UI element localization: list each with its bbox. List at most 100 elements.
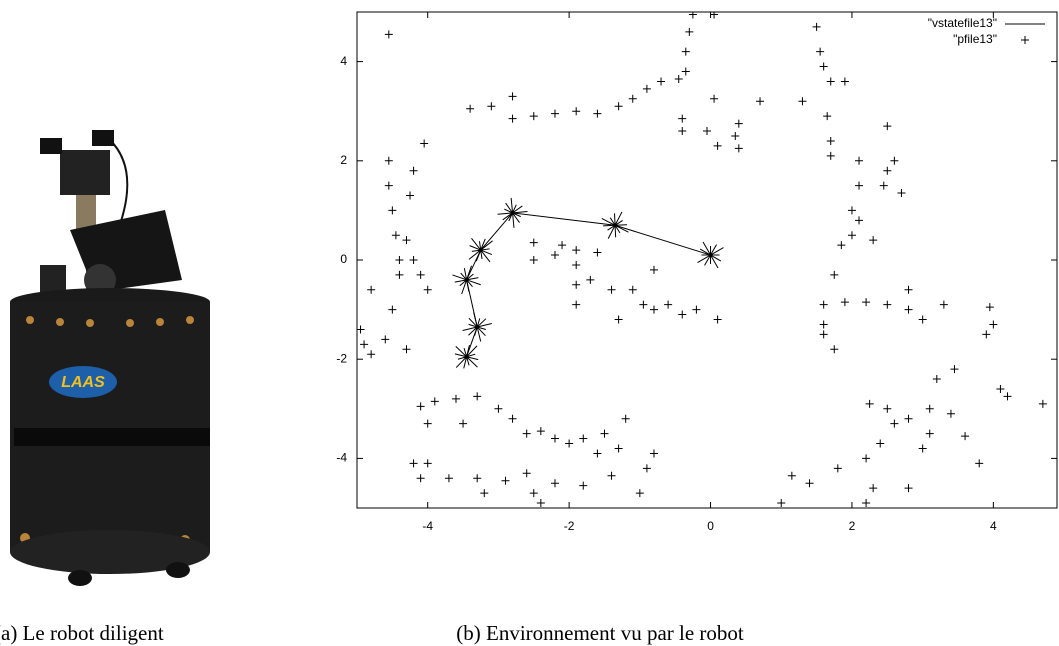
point (430, 397, 439, 406)
point (819, 62, 828, 71)
point (420, 139, 429, 148)
pose-marker (497, 197, 528, 228)
point (840, 77, 849, 86)
point (614, 102, 623, 111)
point (444, 474, 453, 483)
point (550, 479, 559, 488)
y-tick-label: -4 (336, 451, 347, 465)
point (649, 305, 658, 314)
point (734, 144, 743, 153)
point (628, 94, 637, 103)
point (614, 444, 623, 453)
point (713, 315, 722, 324)
point (731, 132, 740, 140)
point (826, 77, 835, 86)
point (862, 298, 871, 307)
point (840, 298, 849, 307)
point (522, 469, 531, 478)
point (946, 409, 955, 418)
point (639, 300, 648, 309)
point (826, 151, 835, 160)
point (494, 404, 503, 413)
point (918, 444, 927, 453)
point (713, 141, 722, 150)
point (869, 484, 878, 493)
point (787, 471, 796, 480)
point (996, 384, 1005, 393)
point (508, 114, 517, 123)
point (823, 112, 832, 121)
point (649, 265, 658, 274)
point (357, 325, 365, 334)
plot: -4 -2 0 2 4 -4 -2 0 2 4 "vstatefile13" "pfile13" (336, 11, 1058, 533)
point (756, 97, 765, 106)
point (607, 285, 616, 294)
point (678, 114, 687, 123)
point (904, 414, 913, 423)
point (572, 260, 581, 269)
logo-text: LAAS (61, 374, 105, 391)
point (451, 394, 460, 403)
point (384, 156, 393, 165)
point (572, 300, 581, 309)
point (879, 181, 888, 190)
point (819, 330, 828, 339)
point (890, 419, 899, 428)
point (388, 305, 397, 314)
pose-marker (468, 237, 493, 263)
point (360, 340, 369, 349)
point (409, 256, 418, 264)
point (522, 429, 531, 438)
point (395, 256, 404, 264)
point (939, 300, 948, 309)
x-tick-label: -4 (422, 519, 433, 533)
point (593, 109, 602, 118)
point (904, 305, 913, 314)
point (961, 432, 970, 441)
point (678, 310, 687, 319)
point (579, 434, 588, 443)
point (388, 206, 397, 215)
point (1003, 392, 1012, 401)
point (487, 102, 496, 111)
point (904, 484, 913, 493)
point (614, 315, 623, 324)
point (529, 112, 538, 121)
point (925, 404, 934, 413)
point (529, 489, 538, 498)
point (628, 285, 637, 294)
point (381, 335, 390, 344)
point (678, 127, 687, 136)
point (904, 285, 913, 294)
x-tick-label: -2 (564, 519, 575, 533)
point (550, 109, 559, 118)
point (391, 231, 400, 240)
point (416, 270, 425, 279)
point (473, 392, 482, 401)
point (395, 270, 404, 279)
point (975, 459, 984, 468)
point (837, 241, 846, 250)
point (649, 449, 658, 458)
point (480, 489, 489, 498)
x-tick-label: 0 (707, 519, 714, 533)
point (367, 285, 376, 294)
point (883, 404, 892, 413)
point (855, 216, 864, 225)
point (501, 476, 510, 485)
point (423, 419, 432, 428)
point (855, 156, 864, 165)
point (550, 251, 559, 260)
point (692, 305, 701, 314)
point (688, 12, 697, 19)
point (367, 350, 376, 359)
point (607, 471, 616, 480)
point (681, 47, 690, 56)
point (423, 285, 432, 294)
point (416, 402, 425, 411)
x-tick-label: 4 (990, 519, 997, 533)
point (600, 429, 609, 438)
point (890, 156, 899, 165)
point (876, 439, 885, 448)
